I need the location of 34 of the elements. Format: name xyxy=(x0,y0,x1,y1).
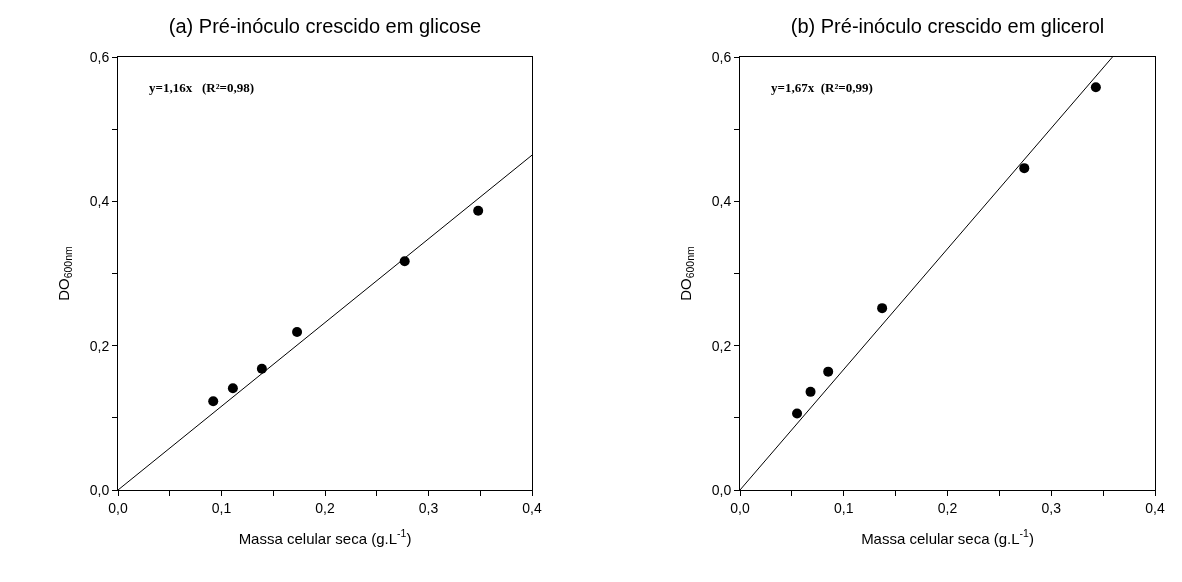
y-tick-label: 0,4 xyxy=(711,193,732,210)
point xyxy=(227,383,238,394)
annotation: y=1,67x (R²=0,99) xyxy=(771,80,873,95)
point xyxy=(473,205,484,216)
y-tick-label: 0,4 xyxy=(89,193,110,210)
x-tick-label: 0,3 xyxy=(418,499,439,516)
y-tick-label: 0,0 xyxy=(89,481,110,498)
chart-title: (b) Pré-inóculo crescido em glicerol xyxy=(790,15,1105,38)
y-tick-label: 0,0 xyxy=(711,481,732,498)
point xyxy=(877,303,888,314)
x-tick-label: 0,0 xyxy=(108,499,128,516)
x-axis-title: Massa celular seca (g.L$^{-1}$) xyxy=(861,527,1034,547)
annotation: y=1,16x (R²=0,98) xyxy=(149,80,255,95)
point xyxy=(292,326,303,337)
point xyxy=(1019,163,1030,174)
y-tick-label: 0,6 xyxy=(89,48,110,65)
x-tick-label: 0,4 xyxy=(522,499,542,516)
x-tick-label: 0,3 xyxy=(1041,499,1062,516)
x-axis-title: Massa celular seca (g.L$^{-1}$) xyxy=(238,527,412,547)
point xyxy=(805,386,816,397)
point xyxy=(1090,82,1101,93)
x-tick-label: 0,1 xyxy=(834,499,854,516)
x-tick-label: 0,0 xyxy=(730,499,750,516)
x-tick-label: 0,1 xyxy=(211,499,232,516)
y-tick-label: 0,6 xyxy=(711,48,732,65)
x-tick-label: 0,4 xyxy=(1145,499,1165,516)
y-tick-label: 0,2 xyxy=(711,337,732,354)
x-tick-label: 0,2 xyxy=(315,499,335,516)
point xyxy=(208,396,219,407)
y-tick-label: 0,2 xyxy=(89,337,110,354)
point xyxy=(792,408,803,419)
x-tick-label: 0,2 xyxy=(937,499,958,516)
point xyxy=(823,366,834,377)
chart-title: (a) Pré-inóculo crescido em glicose xyxy=(168,15,482,38)
